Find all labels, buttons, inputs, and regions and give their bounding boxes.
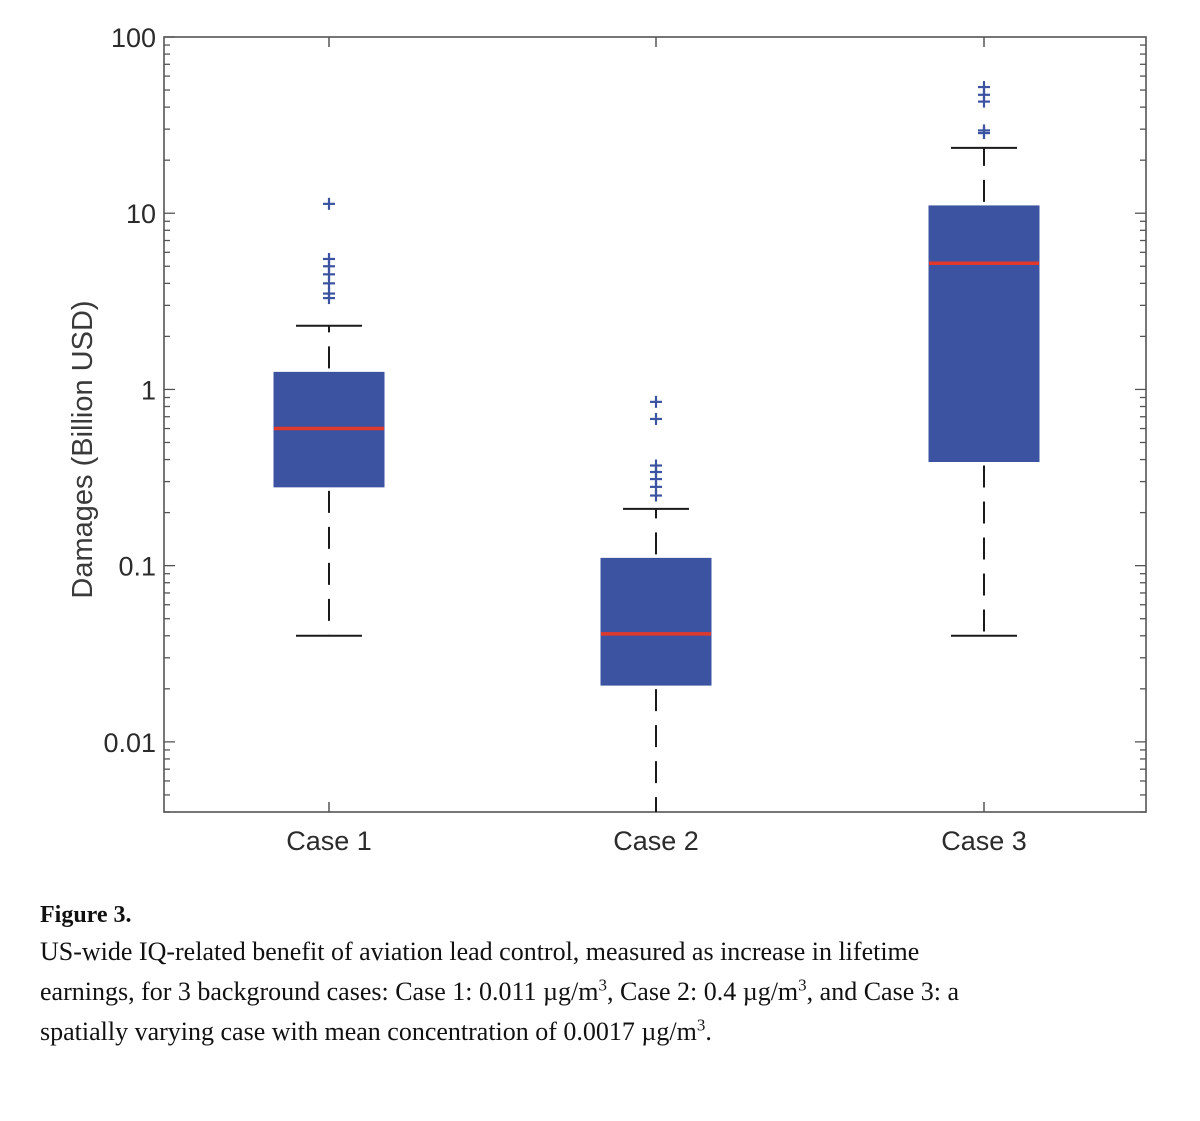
box-case-1 bbox=[273, 197, 385, 637]
x-tick-label: Case 3 bbox=[941, 826, 1027, 856]
outlier-marker bbox=[978, 81, 990, 94]
y-tick-label: 0.01 bbox=[103, 728, 156, 758]
outlier-marker bbox=[978, 124, 990, 137]
caption-line-2-part-a: earnings, for 3 background cases: Case 1… bbox=[40, 977, 599, 1006]
y-axis-title: Damages (Billion USD) bbox=[67, 300, 99, 598]
box-case-2 bbox=[600, 395, 712, 812]
caption-line-2: earnings, for 3 background cases: Case 1… bbox=[40, 972, 1160, 1012]
box-case-3 bbox=[928, 81, 1040, 637]
y-tick-label: 0.1 bbox=[118, 552, 156, 582]
caption-line-3-part-a: spatially varying case with mean concent… bbox=[40, 1017, 697, 1046]
caption-line-1: US-wide IQ-related benefit of aviation l… bbox=[40, 937, 920, 966]
caption-line-3-part-b: . bbox=[705, 1017, 712, 1046]
caption-superscript-3: 3 bbox=[798, 975, 807, 995]
x-tick-label: Case 2 bbox=[613, 826, 699, 856]
box-plot-marks bbox=[273, 81, 1040, 812]
caption-superscript-3: 3 bbox=[598, 975, 607, 995]
caption-label: Figure 3. bbox=[40, 902, 132, 928]
y-tick-label: 100 bbox=[111, 23, 156, 53]
caption-line-2-part-b: , Case 2: 0.4 µg/m bbox=[606, 977, 799, 1006]
outlier-marker bbox=[650, 395, 662, 408]
outlier-marker bbox=[650, 412, 662, 425]
y-tick-label: 1 bbox=[141, 375, 156, 405]
iqr-box bbox=[600, 557, 712, 686]
outlier-marker bbox=[650, 459, 662, 472]
caption-line-3: spatially varying case with mean concent… bbox=[40, 1012, 1160, 1052]
outlier-marker bbox=[323, 252, 335, 265]
caption-text: US-wide IQ-related benefit of aviation l… bbox=[40, 932, 1160, 1052]
y-tick-label: 10 bbox=[126, 199, 156, 229]
figure-caption: Figure 3. US-wide IQ-related benefit of … bbox=[40, 898, 1160, 1052]
caption-line-2-part-c: , and Case 3: a bbox=[806, 977, 959, 1006]
iqr-box bbox=[928, 205, 1040, 462]
caption-superscript-3: 3 bbox=[696, 1015, 706, 1035]
x-tick-label: Case 1 bbox=[286, 826, 372, 856]
box-plot-chart: 0.01 0.1 1 10 100 Case 1 Case 2 Case 3 Damages (… bbox=[67, 23, 1147, 856]
outlier-marker bbox=[323, 197, 335, 210]
axis-labels: 0.01 0.1 1 10 100 Case 1 Case 2 Case 3 Damages (… bbox=[67, 23, 1027, 856]
outlier-marker bbox=[323, 287, 335, 300]
